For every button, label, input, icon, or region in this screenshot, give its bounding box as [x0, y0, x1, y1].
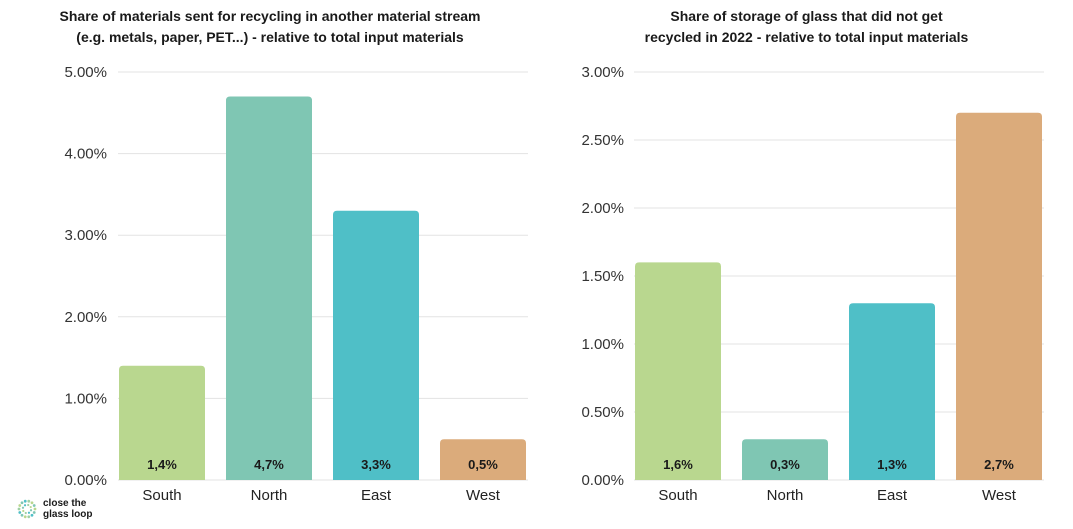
- logo-dot: [20, 501, 24, 505]
- logo-dot: [24, 511, 27, 515]
- bar-west: [956, 112, 1042, 481]
- y-tick-label: 0.00%: [581, 472, 624, 489]
- logo-dot: [30, 501, 34, 505]
- y-tick-label: 3.00%: [64, 227, 107, 244]
- data-label: 3,3%: [361, 457, 391, 472]
- y-tick-label: 5.00%: [64, 64, 107, 81]
- logo-dot: [27, 499, 31, 503]
- bar-chart-plot: 0.00% 1.00% 2.00% 3.00% 4.00% 5.00% 1,4% South 4…: [64, 64, 528, 504]
- dotted-circle-logo-icon: [17, 499, 37, 519]
- data-label: 2,7%: [984, 457, 1014, 472]
- y-tick-label: 1.00%: [581, 336, 624, 353]
- x-category-label: East: [877, 487, 908, 504]
- logo-dot: [20, 513, 24, 517]
- logo-dot: [18, 504, 22, 507]
- logo-dot: [18, 511, 22, 514]
- chart-title-line-2: (e.g. metals, paper, PET...) - relative …: [76, 29, 464, 45]
- bar-south: [119, 365, 205, 480]
- logo-dot: [23, 515, 27, 519]
- data-label: 1,4%: [147, 457, 177, 472]
- y-tick-label: 2.00%: [64, 309, 107, 326]
- bar-east: [849, 303, 935, 480]
- chart-title: Share of materials sent for recycling in…: [0, 6, 540, 48]
- y-tick-label: 4.00%: [64, 146, 107, 163]
- logo-dot: [29, 509, 33, 512]
- chart-title-line-1: Share of storage of glass that did not g…: [670, 8, 943, 24]
- chart-title: Share of storage of glass that did not g…: [540, 6, 1073, 48]
- x-category-label: South: [658, 487, 697, 504]
- logo-dot: [17, 507, 21, 511]
- bar-north: [742, 439, 828, 480]
- logo-dot: [23, 504, 27, 507]
- x-category-label: East: [361, 487, 392, 504]
- chart-title-line-1: Share of materials sent for recycling in…: [59, 8, 481, 24]
- logo-dot: [32, 511, 36, 514]
- data-label: 1,3%: [877, 457, 907, 472]
- data-label: 4,7%: [254, 457, 284, 472]
- y-tick-label: 0.00%: [64, 472, 107, 489]
- bar-east: [333, 210, 419, 480]
- logo-text: close the glass loop: [43, 498, 113, 520]
- x-category-label: West: [982, 487, 1017, 504]
- x-category-label: South: [142, 487, 181, 504]
- y-tick-label: 3.00%: [581, 64, 624, 81]
- data-label: 0,3%: [770, 457, 800, 472]
- y-tick-label: 1.50%: [581, 268, 624, 285]
- x-category-label: North: [251, 487, 288, 504]
- chart-right: Share of storage of glass that did not g…: [540, 0, 1073, 529]
- logo-dot: [27, 511, 31, 514]
- logo-dot: [30, 513, 34, 517]
- y-tick-label: 0.50%: [581, 404, 624, 421]
- chart-left: Share of materials sent for recycling in…: [0, 6, 540, 504]
- data-label: 0,5%: [468, 457, 498, 472]
- bar-west: [440, 439, 526, 480]
- logo-dot: [32, 504, 36, 507]
- logo-dot: [23, 499, 27, 503]
- chart-title-line-2: recycled in 2022 - relative to total inp…: [644, 29, 969, 45]
- x-category-label: North: [767, 487, 804, 504]
- logo-dot: [29, 505, 32, 509]
- y-tick-label: 2.50%: [581, 132, 624, 149]
- brand-logo: close the glass loop: [16, 498, 113, 520]
- bar-chart-plot: 0.00% 0.50% 1.00% 1.50% 2.00% 2.50% 3.00% 1,6% S…: [581, 64, 1044, 504]
- bar-north: [226, 96, 312, 480]
- y-tick-label: 1.00%: [64, 390, 107, 407]
- logo-line-1: close the: [43, 498, 87, 509]
- x-category-label: West: [466, 487, 501, 504]
- logo-dot: [27, 503, 30, 507]
- logo-line-2: glass loop: [43, 509, 93, 520]
- logo-dot: [22, 509, 25, 513]
- bar-south: [635, 262, 721, 480]
- logo-dot: [33, 507, 37, 511]
- logo-dot: [27, 515, 31, 519]
- y-tick-label: 2.00%: [581, 200, 624, 217]
- data-label: 1,6%: [663, 457, 693, 472]
- logo-dot: [21, 506, 25, 509]
